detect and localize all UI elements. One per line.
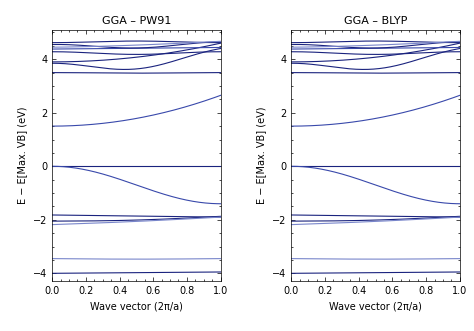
- X-axis label: Wave vector (2π/a): Wave vector (2π/a): [90, 302, 183, 312]
- Y-axis label: E − E[Max. VB] (eV): E − E[Max. VB] (eV): [18, 107, 27, 204]
- Title: GGA – BLYP: GGA – BLYP: [344, 16, 407, 26]
- X-axis label: Wave vector (2π/a): Wave vector (2π/a): [329, 302, 422, 312]
- Y-axis label: E − E[Max. VB] (eV): E − E[Max. VB] (eV): [256, 107, 266, 204]
- Title: GGA – PW91: GGA – PW91: [102, 16, 171, 26]
